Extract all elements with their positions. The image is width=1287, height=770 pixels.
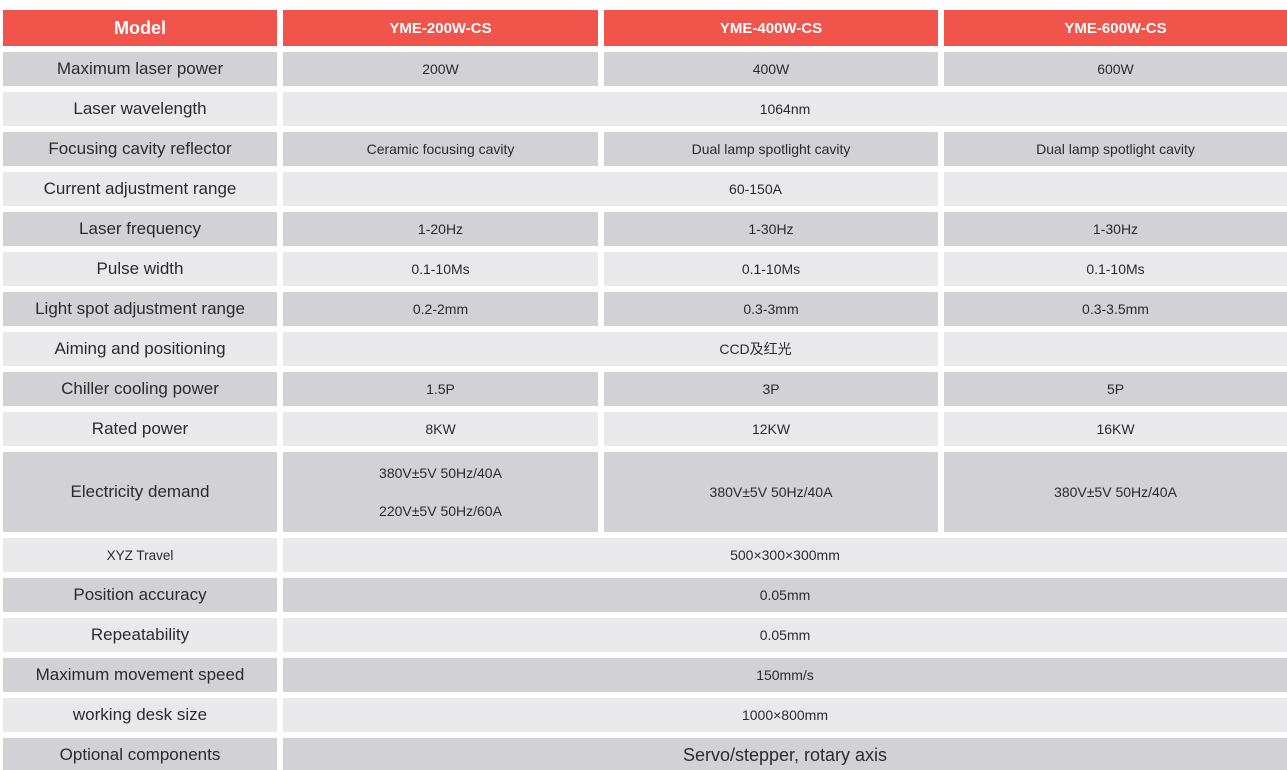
spec-value-merged: 0.05mm [283, 578, 1287, 612]
spec-value: 0.1-10Ms [944, 252, 1287, 286]
spec-value: 0.3-3.5mm [944, 292, 1287, 326]
spec-value: 380V±5V 50Hz/40A [604, 452, 938, 532]
row-label: Optional components [3, 738, 277, 770]
spec-table: Model YME-200W-CS YME-400W-CS YME-600W-CS Ma… [3, 10, 1287, 770]
spec-value: 8KW [283, 412, 598, 446]
spec-value-merged: 1000×800mm [283, 698, 1287, 732]
spec-value: 5P [944, 372, 1287, 406]
column-header-yme-600w-cs: YME-600W-CS [944, 10, 1287, 46]
spec-value: 0.2-2mm [283, 292, 598, 326]
row-label: Chiller cooling power [3, 372, 277, 406]
column-header-yme-400w-cs: YME-400W-CS [604, 10, 938, 46]
row-label: Rated power [3, 412, 277, 446]
row-label: Current adjustment range [3, 172, 277, 206]
spec-value: Ceramic focusing cavity [283, 132, 598, 166]
spec-value: 1-30Hz [604, 212, 938, 246]
spec-value: 0.1-10Ms [604, 252, 938, 286]
spec-value: Dual lamp spotlight cavity [944, 132, 1287, 166]
spec-value-merged: Servo/stepper, rotary axis [283, 738, 1287, 770]
spec-value: 1.5P [283, 372, 598, 406]
spec-value-merged: 60-150A [283, 172, 938, 206]
spec-value: 400W [604, 52, 938, 86]
row-label: XYZ Travel [3, 538, 277, 572]
spec-value: 0.1-10Ms [283, 252, 598, 286]
row-label: Aiming and positioning [3, 332, 277, 366]
spec-value: 380V±5V 50Hz/40A 220V±5V 50Hz/60A [283, 452, 598, 532]
spec-value: 1-20Hz [283, 212, 598, 246]
column-header-yme-200w-cs: YME-200W-CS [283, 10, 598, 46]
spec-value: 0.3-3mm [604, 292, 938, 326]
row-label: Maximum laser power [3, 52, 277, 86]
spec-value: Dual lamp spotlight cavity [604, 132, 938, 166]
spec-value: 3P [604, 372, 938, 406]
spec-value: 200W [283, 52, 598, 86]
spec-value: 600W [944, 52, 1287, 86]
spec-value-merged: 0.05mm [283, 618, 1287, 652]
spec-value-empty [944, 172, 1287, 206]
spec-value-merged: 150mm/s [283, 658, 1287, 692]
spec-value-line: 380V±5V 50Hz/40A [379, 465, 502, 481]
spec-value: 12KW [604, 412, 938, 446]
row-label: Repeatability [3, 618, 277, 652]
spec-value: 1-30Hz [944, 212, 1287, 246]
spec-value-line: 220V±5V 50Hz/60A [379, 503, 502, 519]
row-label: Maximum movement speed [3, 658, 277, 692]
spec-value-merged: 500×300×300mm [283, 538, 1287, 572]
row-label: Laser frequency [3, 212, 277, 246]
spec-value-empty [944, 332, 1287, 366]
spec-value-merged: CCD及红光 [283, 332, 938, 366]
spec-value: 380V±5V 50Hz/40A [944, 452, 1287, 532]
row-label: Laser wavelength [3, 92, 277, 126]
row-label: Electricity demand [3, 452, 277, 532]
row-label: Pulse width [3, 252, 277, 286]
row-label: Position accuracy [3, 578, 277, 612]
row-label: Light spot adjustment range [3, 292, 277, 326]
spec-value: 16KW [944, 412, 1287, 446]
spec-value-merged: 1064nm [283, 92, 1287, 126]
row-label: working desk size [3, 698, 277, 732]
row-label: Focusing cavity reflector [3, 132, 277, 166]
model-header-cell: Model [3, 10, 277, 46]
